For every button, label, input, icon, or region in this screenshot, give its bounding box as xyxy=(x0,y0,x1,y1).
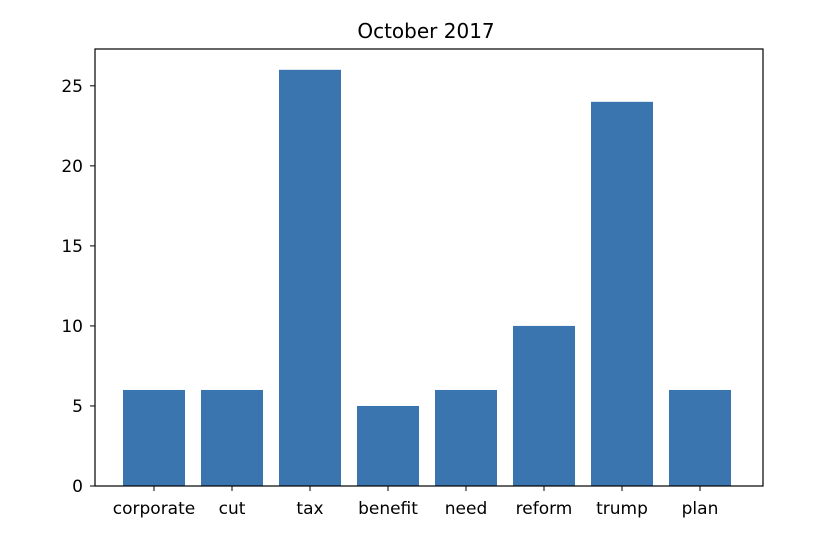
x-tick-label: trump xyxy=(596,499,648,519)
y-axis: 0 5 10 15 20 25 xyxy=(61,77,95,497)
y-tick-label: 20 xyxy=(61,157,83,177)
bar-corporate xyxy=(123,389,185,486)
y-tick-label: 15 xyxy=(61,237,83,257)
plot-frame xyxy=(94,48,764,487)
bar-benefit xyxy=(357,405,419,486)
x-tick-label: need xyxy=(445,499,487,519)
bar-cut xyxy=(201,389,263,486)
x-tick-label: benefit xyxy=(358,499,418,519)
x-axis: corporate cut tax benefit need reform trump pla… xyxy=(113,486,719,519)
y-tick-label: 5 xyxy=(72,397,83,417)
y-tick-label: 25 xyxy=(61,77,83,97)
y-tick-label: 0 xyxy=(72,477,83,497)
x-tick-label: reform xyxy=(516,499,573,519)
chart-title: October 2017 xyxy=(357,19,494,43)
x-tick-label: plan xyxy=(682,499,719,519)
bar-need xyxy=(435,389,497,486)
x-tick-label: corporate xyxy=(113,499,195,519)
bar-reform xyxy=(513,325,575,486)
y-tick-label: 10 xyxy=(61,317,83,337)
bars-group xyxy=(123,69,731,487)
bar-trump xyxy=(591,101,653,487)
bar-plan xyxy=(669,389,731,486)
x-tick-label: cut xyxy=(219,499,246,519)
x-tick-label: tax xyxy=(296,499,323,519)
bar-tax xyxy=(279,69,341,487)
